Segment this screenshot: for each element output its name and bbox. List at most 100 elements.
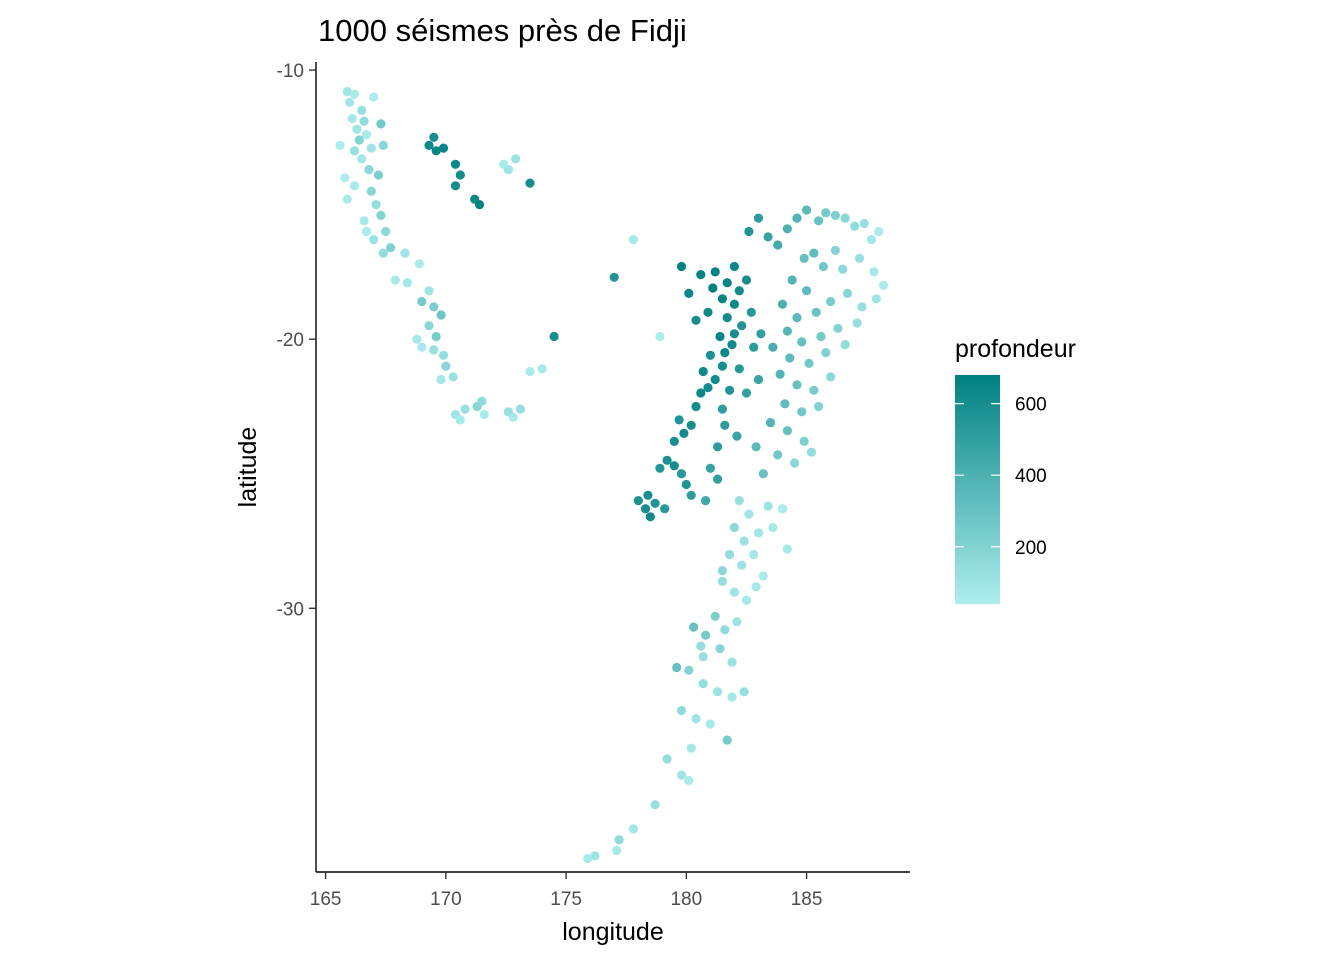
data-point: [412, 334, 422, 344]
data-point: [525, 366, 535, 377]
data-point: [713, 687, 723, 697]
x-tick-label: 180: [670, 889, 702, 910]
data-point: [349, 146, 360, 156]
data-point: [369, 92, 379, 102]
data-point: [818, 261, 829, 272]
data-point: [749, 549, 759, 560]
data-point: [479, 409, 489, 420]
data-point: [717, 294, 728, 304]
data-point: [376, 210, 386, 220]
data-point: [450, 181, 461, 191]
data-point: [797, 337, 807, 347]
data-point: [874, 226, 884, 237]
data-point: [672, 662, 682, 673]
data-point: [840, 340, 850, 350]
legend-tick-label: 200: [1015, 538, 1047, 559]
data-point: [753, 213, 764, 223]
data-point: [751, 582, 761, 592]
data-point: [361, 130, 372, 140]
data-point: [739, 536, 749, 546]
data-point: [366, 143, 376, 153]
data-point: [359, 216, 369, 226]
data-point: [782, 544, 793, 554]
data-point: [871, 294, 881, 304]
data-point: [729, 261, 740, 272]
data-point: [609, 272, 619, 282]
data-point: [857, 302, 867, 312]
data-point: [643, 490, 653, 500]
data-point: [852, 318, 862, 328]
data-point: [448, 372, 458, 382]
data-point: [696, 388, 706, 398]
data-point: [429, 132, 439, 142]
x-tick-label: 170: [430, 889, 462, 910]
data-point: [342, 87, 352, 97]
data-point: [676, 261, 687, 272]
data-point: [691, 714, 701, 724]
data-point: [763, 232, 773, 242]
data-point: [689, 622, 699, 632]
data-point: [782, 326, 793, 336]
data-point: [806, 447, 817, 457]
data-point: [361, 226, 372, 237]
data-point: [773, 450, 783, 460]
data-point: [628, 824, 639, 834]
data-point: [802, 286, 812, 296]
data-point: [431, 331, 441, 342]
data-point: [816, 331, 826, 342]
data-point: [741, 595, 752, 605]
data-point: [775, 369, 785, 379]
data-point: [722, 313, 732, 323]
data-point: [814, 216, 824, 226]
data-point: [703, 383, 713, 393]
data-point: [590, 851, 600, 861]
data-point: [402, 278, 412, 288]
data-point: [842, 288, 853, 298]
data-point: [866, 235, 877, 245]
data-point: [720, 625, 730, 635]
data-point: [782, 224, 793, 234]
data-point: [424, 286, 434, 296]
data-point: [777, 299, 788, 309]
data-point: [455, 415, 465, 425]
data-point: [474, 200, 485, 210]
data-point: [717, 361, 728, 371]
data-point: [357, 105, 367, 115]
data-point: [809, 248, 819, 258]
data-point: [838, 264, 848, 274]
data-point: [777, 504, 788, 514]
data-point: [460, 404, 470, 414]
y-axis-title: latitude: [234, 427, 262, 508]
data-point: [681, 479, 691, 490]
data-point: [710, 611, 720, 622]
data-point: [378, 248, 388, 258]
data-point: [826, 296, 836, 307]
data-point: [691, 401, 701, 412]
y-tick-label: -20: [277, 330, 304, 351]
data-point: [768, 342, 778, 352]
data-point: [768, 522, 778, 533]
data-point: [741, 275, 752, 285]
data-point: [840, 213, 850, 223]
data-point: [797, 407, 807, 417]
data-point: [340, 173, 350, 183]
data-point: [686, 420, 696, 430]
color-legend: profondeur 200 400 600: [955, 335, 1076, 604]
data-point: [614, 835, 624, 845]
data-point: [438, 350, 449, 360]
data-point: [734, 364, 744, 374]
data-point: [850, 221, 860, 231]
data-point: [809, 385, 819, 395]
data-point: [705, 719, 716, 729]
y-axis-ticks: -10 -20 -30: [277, 61, 316, 620]
data-point: [729, 299, 740, 309]
data-point: [734, 286, 744, 296]
data-point: [741, 388, 752, 398]
data-point: [790, 458, 800, 468]
data-point: [859, 218, 869, 229]
data-point: [676, 770, 687, 780]
data-point: [347, 113, 357, 124]
data-point: [696, 641, 706, 651]
data-point: [705, 463, 716, 473]
data-point: [369, 235, 379, 245]
